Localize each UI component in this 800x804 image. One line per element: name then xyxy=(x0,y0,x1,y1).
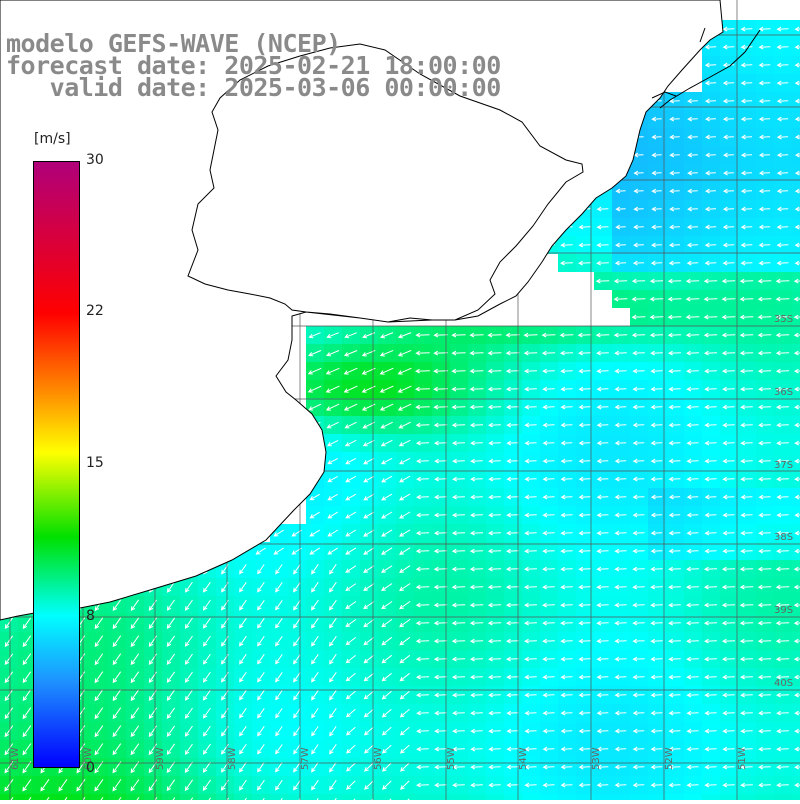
wind-cell xyxy=(558,794,576,800)
lat-label: 38S xyxy=(774,532,793,543)
wind-cell xyxy=(720,794,738,800)
wind-cell xyxy=(360,794,378,800)
lon-label: 55W xyxy=(446,747,457,770)
wind-cell xyxy=(792,794,800,800)
wind-cell xyxy=(738,794,756,800)
wind-cell xyxy=(612,794,630,800)
wind-cell xyxy=(540,794,558,800)
wind-cell xyxy=(468,794,486,800)
lon-label: 54W xyxy=(518,747,529,770)
wind-cell xyxy=(702,794,720,800)
wind-cell xyxy=(594,794,612,800)
lat-label: 39S xyxy=(774,605,793,616)
wind-cell xyxy=(648,794,666,800)
wind-cell xyxy=(108,794,126,800)
lon-label: 59W xyxy=(155,747,166,770)
colorbar-tick-15: 15 xyxy=(86,455,104,471)
wind-cell xyxy=(432,794,450,800)
colorbar-tick-8: 8 xyxy=(86,608,95,624)
title-valid-date: valid date: 2025-03-06 00:00:00 xyxy=(6,75,501,100)
colorbar-tick-22: 22 xyxy=(86,303,104,319)
wind-cell xyxy=(126,794,144,800)
wind-cell xyxy=(180,794,198,800)
wind-cell xyxy=(90,794,108,800)
wind-cell xyxy=(324,794,342,800)
lon-label: 56W xyxy=(373,747,384,770)
lat-label: 36S xyxy=(774,387,793,398)
wind-cell xyxy=(450,794,468,800)
wind-cell xyxy=(486,794,504,800)
lon-label: 57W xyxy=(300,747,311,770)
wind-cell xyxy=(774,794,792,800)
wind-cell xyxy=(36,794,54,800)
colorbar-tick-0: 0 xyxy=(86,760,95,776)
wind-cell xyxy=(162,794,180,800)
wind-cell xyxy=(342,794,360,800)
colorbar-tick-30: 30 xyxy=(86,152,104,168)
wind-cell xyxy=(252,794,270,800)
colorbar xyxy=(33,161,80,768)
wind-cell xyxy=(522,794,540,800)
wind-cell xyxy=(378,794,396,800)
wind-cell xyxy=(54,794,72,800)
wind-cell xyxy=(684,794,702,800)
wind-cell xyxy=(72,794,90,800)
lat-label: 35S xyxy=(774,314,793,325)
wind-cell xyxy=(198,794,216,800)
wind-cell xyxy=(0,794,18,800)
wind-cell xyxy=(306,794,324,800)
colorbar-unit: [m/s] xyxy=(34,131,71,147)
wind-cell xyxy=(414,794,432,800)
wind-cell xyxy=(288,794,306,800)
wind-cell xyxy=(756,794,774,800)
wind-cell xyxy=(234,794,252,800)
lon-label: 53W xyxy=(591,747,602,770)
lon-label: 58W xyxy=(227,747,238,770)
wind-cell xyxy=(396,794,414,800)
wind-cell xyxy=(216,794,234,800)
lat-label: 37S xyxy=(774,460,793,471)
lon-label: 51W xyxy=(737,747,748,770)
lon-label: 52W xyxy=(664,747,675,770)
wind-cell xyxy=(630,794,648,800)
wind-cell xyxy=(144,794,162,800)
wind-cell xyxy=(270,794,288,800)
lat-label: 40S xyxy=(774,678,793,689)
wind-cell xyxy=(666,794,684,800)
wind-cell xyxy=(504,794,522,800)
lon-label: 61W xyxy=(10,747,21,770)
wind-cell xyxy=(18,794,36,800)
